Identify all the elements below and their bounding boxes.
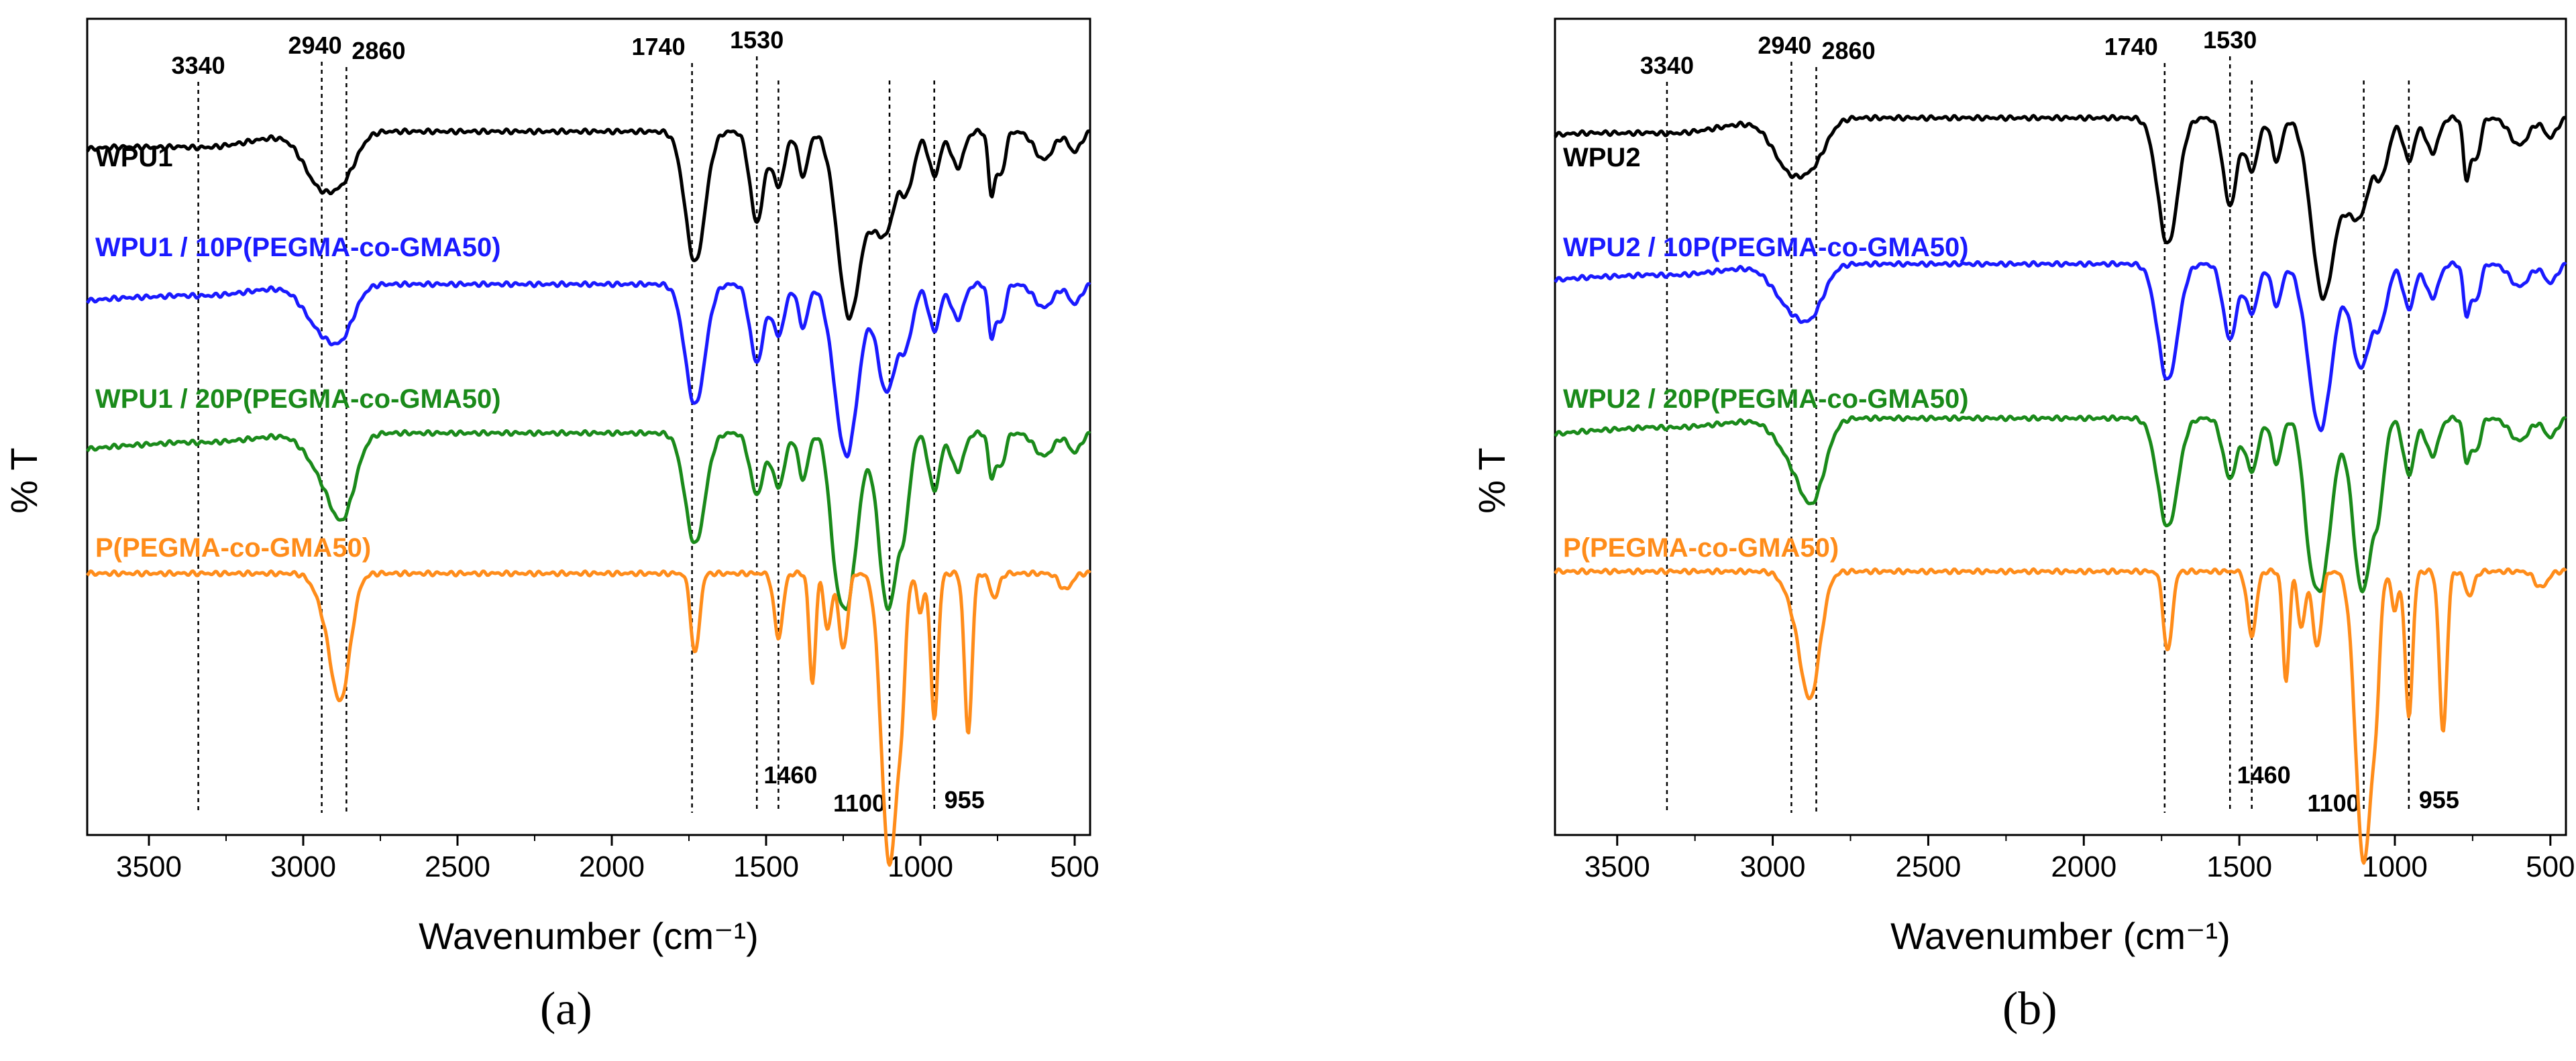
spectrum-peg	[86, 569, 1091, 867]
x-tick-label: 3500	[1585, 850, 1650, 883]
x-tick-label: 1500	[733, 850, 799, 883]
plot-frame	[1554, 17, 2567, 836]
reference-label-1460: 1460	[2237, 761, 2291, 789]
spectrum-mix20	[86, 429, 1091, 612]
x-axis: 3500 3000 2500 2000 1500 1000 500	[1585, 835, 2575, 883]
spectrum-wpu	[1554, 113, 2567, 301]
reference-lines: 3340 2940 2860 1740 1530 1460 1100 955	[172, 26, 985, 817]
spectrum-peg	[1554, 567, 2567, 865]
spectra: WPU2 WPU2 / 10P(PEGMA-co-GMA50) WPU2 / 20P…	[1554, 113, 2567, 865]
panel-b-caption: (b)	[2002, 983, 2057, 1035]
series-label-mix10: WPU1 / 10P(PEGMA-co-GMA50)	[95, 233, 501, 262]
panel-a-caption: (a)	[540, 983, 592, 1035]
reference-label-1460: 1460	[763, 761, 817, 789]
reference-label-1530: 1530	[730, 26, 784, 54]
reference-label-3340: 3340	[1640, 52, 1694, 79]
x-tick-label: 2500	[425, 850, 490, 883]
plot-frame	[86, 17, 1091, 836]
reference-label-1530: 1530	[2203, 26, 2257, 54]
reference-label-2860: 2860	[352, 37, 405, 64]
spectrum-mix10	[1554, 260, 2567, 433]
spectra: WPU1 WPU1 / 10P(PEGMA-co-GMA50) WPU1 / 20P…	[86, 127, 1091, 867]
reference-label-1740: 1740	[2104, 33, 2158, 60]
reference-label-1100: 1100	[833, 789, 885, 817]
y-axis-label: % T	[1470, 447, 1513, 514]
reference-label-1100: 1100	[2308, 789, 2360, 817]
x-tick-label: 1500	[2206, 850, 2272, 883]
panel-a: 3500 3000 2500 2000 1500 1000 500 Wavenumber (c…	[3, 17, 1099, 957]
x-tick-label: 2000	[2051, 850, 2116, 883]
x-tick-label: 3000	[270, 850, 336, 883]
reference-label-2940: 2940	[288, 32, 342, 59]
x-axis-label: Wavenumber (cm⁻¹)	[1890, 915, 2231, 957]
series-label-peg: P(PEGMA-co-GMA50)	[1563, 533, 1839, 563]
x-axis-label: Wavenumber (cm⁻¹)	[419, 915, 759, 957]
x-tick-label: 2000	[579, 850, 645, 883]
x-tick-label: 1000	[888, 850, 953, 883]
spectrum-mix20	[1554, 414, 2567, 594]
x-tick-label: 1000	[2362, 850, 2428, 883]
reference-label-2860: 2860	[1822, 37, 1876, 64]
spectrum-mix10	[86, 280, 1091, 459]
spectrum-wpu	[86, 127, 1091, 321]
x-tick-label: 3000	[1740, 850, 1806, 883]
x-tick-label: 500	[2526, 850, 2575, 883]
series-label-mix20: WPU2 / 20P(PEGMA-co-GMA50)	[1563, 384, 1969, 414]
series-label-mix20: WPU1 / 20P(PEGMA-co-GMA50)	[95, 384, 501, 414]
series-label-peg: P(PEGMA-co-GMA50)	[95, 533, 371, 563]
x-tick-label: 2500	[1895, 850, 1961, 883]
panel-b: 3500 3000 2500 2000 1500 1000 500 Wavenumber (c…	[1470, 17, 2575, 957]
reference-label-955: 955	[2419, 786, 2459, 814]
series-label-mix10: WPU2 / 10P(PEGMA-co-GMA50)	[1563, 233, 1969, 262]
reference-label-1740: 1740	[632, 33, 686, 60]
x-tick-label: 500	[1050, 850, 1099, 883]
reference-label-2940: 2940	[1758, 32, 1811, 59]
reference-lines: 3340 2940 2860 1740 1530 1460 1100 955	[1640, 26, 2459, 817]
x-tick-label: 3500	[116, 850, 182, 883]
series-label-wpu: WPU1	[95, 143, 173, 172]
x-axis: 3500 3000 2500 2000 1500 1000 500	[116, 835, 1099, 883]
reference-label-3340: 3340	[172, 52, 225, 79]
series-label-wpu: WPU2	[1563, 143, 1641, 172]
y-axis-label: % T	[3, 447, 45, 514]
reference-label-955: 955	[945, 786, 985, 814]
